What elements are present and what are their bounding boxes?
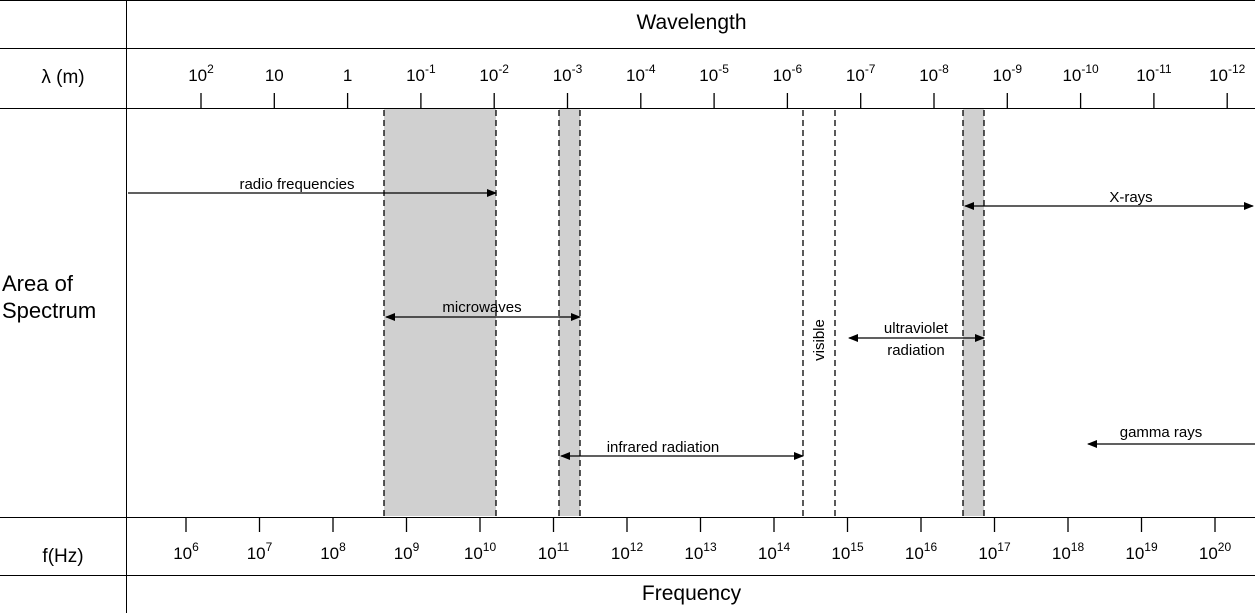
- frequency-tick-label: 1013: [684, 540, 717, 563]
- frequency-tick-label: 1016: [905, 540, 938, 563]
- frequency-tick-label: 1020: [1199, 540, 1232, 563]
- table-row-divider-4: [0, 575, 1255, 576]
- wavelength-tick-label: 102: [188, 62, 214, 85]
- infrared-radiation-label: infrared radiation: [607, 439, 720, 456]
- wavelength-tick-label: 10-8: [919, 62, 949, 85]
- wavelength-row-label: λ (m): [41, 67, 85, 88]
- wavelength-tick-label: 10-12: [1209, 62, 1246, 85]
- wavelength-tick-label: 10-3: [553, 62, 583, 85]
- visible-label: visible: [811, 319, 828, 361]
- wavelength-tick-label: 10: [265, 66, 284, 85]
- table-row-divider-3: [0, 517, 1255, 518]
- ultraviolet-xray-overlap-band: [963, 109, 984, 516]
- wavelength-tick-label: 10-5: [699, 62, 729, 85]
- table-row-divider-1: [0, 48, 1255, 49]
- frequency-tick-label: 1011: [538, 540, 570, 563]
- ultraviolet-label-line1: ultraviolet: [884, 320, 949, 337]
- table-top-border: [0, 0, 1255, 1]
- wavelength-tick-label: 10-9: [993, 62, 1023, 85]
- frequency-row-label: f(Hz): [42, 546, 84, 567]
- wavelength-tick-label: 10-10: [1062, 62, 1099, 85]
- wavelength-tick-label: 10-4: [626, 62, 656, 85]
- area-of-spectrum-line2: Spectrum: [2, 298, 97, 323]
- wavelength-tick-label: 10-2: [479, 62, 509, 85]
- wavelength-tick-label: 10-6: [773, 62, 803, 85]
- frequency-tick-label: 1010: [464, 540, 497, 563]
- gamma-rays-label: gamma rays: [1120, 424, 1203, 441]
- frequency-tick-label: 1015: [831, 540, 864, 563]
- wavelength-tick-label: 1: [343, 66, 352, 85]
- frequency-tick-label: 108: [320, 540, 346, 563]
- wavelength-tick-label: 10-11: [1136, 62, 1172, 85]
- microwaves-label: microwaves: [442, 299, 521, 316]
- ultraviolet-label-line2: radiation: [887, 342, 945, 359]
- radio-microwave-overlap-band: [384, 109, 496, 516]
- microwave-infrared-overlap-band: [559, 109, 580, 516]
- frequency-tick-label: 1012: [611, 540, 644, 563]
- radio-frequencies-label: radio frequencies: [239, 176, 354, 193]
- frequency-tick-label: 1017: [978, 540, 1011, 563]
- xrays-label: X-rays: [1109, 189, 1152, 206]
- wavelength-title: Wavelength: [636, 11, 747, 34]
- frequency-tick-label: 109: [394, 540, 420, 563]
- frequency-title: Frequency: [641, 582, 742, 605]
- frequency-tick-label: 1014: [758, 540, 791, 563]
- wavelength-tick-label: 10-1: [406, 62, 436, 85]
- wavelength-tick-label: 10-7: [846, 62, 876, 85]
- frequency-tick-label: 1018: [1052, 540, 1085, 563]
- area-of-spectrum-line1: Area of: [2, 271, 73, 296]
- frequency-tick-label: 107: [247, 540, 273, 563]
- table-row-divider-2: [0, 108, 1255, 109]
- area-of-spectrum-label: Area of Spectrum: [2, 270, 96, 324]
- frequency-tick-label: 1019: [1125, 540, 1158, 563]
- frequency-tick-label: 106: [173, 540, 199, 563]
- table-label-column-divider: [126, 0, 127, 613]
